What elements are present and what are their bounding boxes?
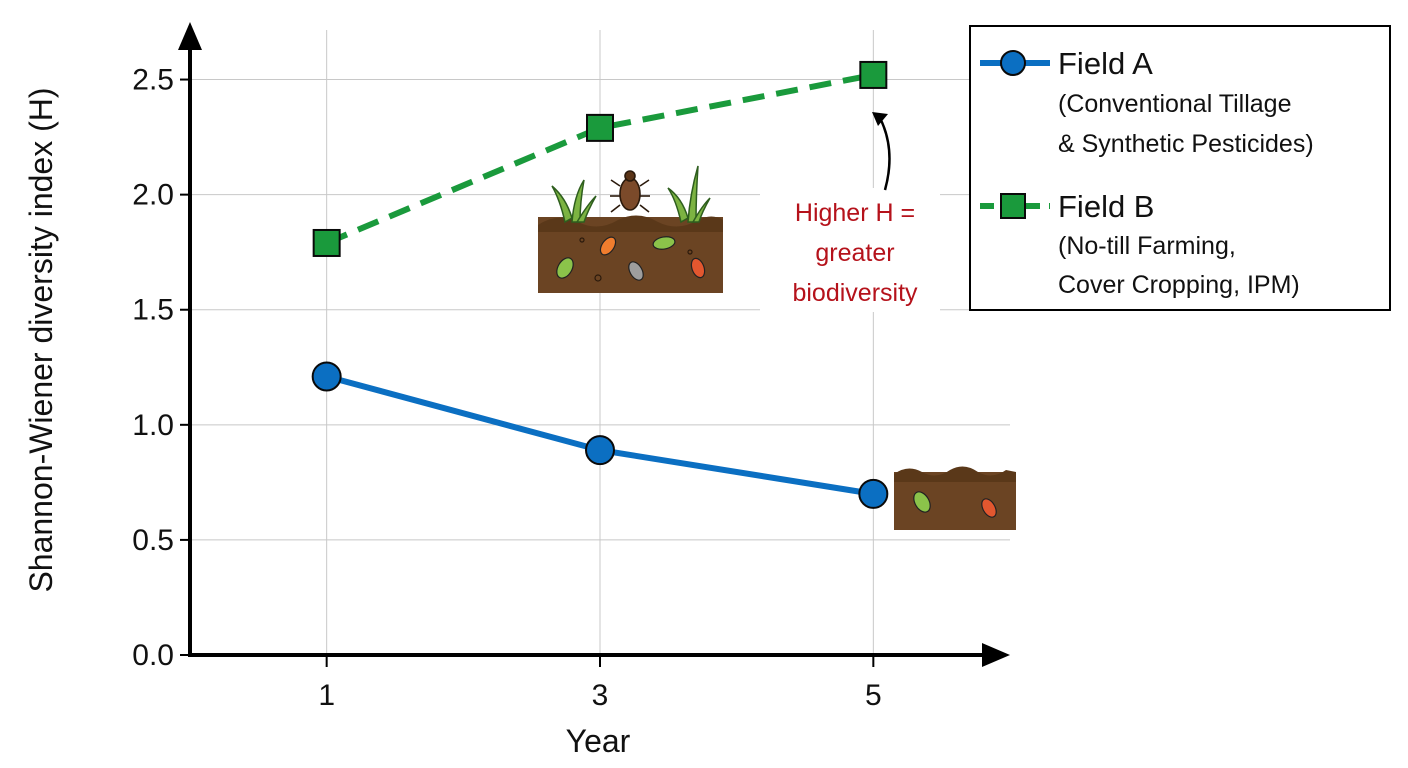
point-field-b-2 — [859, 60, 888, 89]
y-axis-title: Shannon-Wiener diversity index (H) — [23, 87, 59, 592]
x-axis-arrow — [982, 643, 1010, 667]
legend-sub-field-b-1: (No-till Farming, — [1058, 232, 1236, 260]
annotation-arrowhead — [872, 112, 888, 126]
point-field-b-0 — [312, 228, 341, 257]
legend-sub-field-b-2: Cover Cropping, IPM) — [1058, 271, 1300, 299]
axes — [178, 22, 1010, 667]
poor-soil-illustration — [894, 466, 1016, 530]
ticks: 0.0 0.5 1.0 1.5 2.0 2.5 1 3 5 — [132, 64, 881, 712]
annotation: Higher H = greater biodiversity — [760, 112, 940, 312]
y-tick-label-1: 0.5 — [132, 524, 174, 557]
y-tick-label-4: 2.0 — [132, 179, 174, 212]
annotation-arrow — [878, 117, 891, 191]
x-tick-label-0: 1 — [318, 679, 335, 712]
legend-label-field-b: Field B — [1058, 189, 1154, 224]
legend-label-field-a: Field A — [1058, 46, 1153, 81]
series-line-field-b — [325, 71, 874, 246]
x-tick-label-2: 5 — [865, 679, 882, 712]
grid — [190, 30, 1010, 655]
series — [311, 60, 889, 509]
x-tick-label-1: 3 — [592, 679, 609, 712]
point-field-b-1 — [586, 113, 614, 142]
y-tick-label-5: 2.5 — [132, 64, 174, 97]
rich-soil-illustration — [538, 165, 723, 293]
legend-marker-field-a — [1000, 50, 1026, 76]
point-field-a-2 — [858, 478, 889, 509]
legend-sub-field-a-2: & Synthetic Pesticides) — [1058, 130, 1314, 158]
legend-marker-field-b — [1000, 193, 1026, 219]
y-tick-label-2: 1.0 — [132, 409, 174, 442]
legend-box — [969, 25, 1391, 311]
legend-sub-field-a-1: (Conventional Tillage — [1058, 90, 1291, 118]
annotation-line-2: greater — [815, 239, 894, 267]
y-axis-arrow — [178, 22, 202, 50]
y-tick-label-3: 1.5 — [132, 294, 174, 327]
point-field-a-1 — [585, 435, 615, 466]
annotation-line-3: biodiversity — [792, 279, 918, 307]
legend-entry-field-b: Field B (No-till Farming, Cover Cropping… — [980, 189, 1300, 299]
point-field-a-0 — [311, 361, 342, 392]
annotation-line-1: Higher H = — [795, 199, 915, 227]
x-axis-title: Year — [566, 723, 631, 759]
legend-entry-field-a: Field A (Conventional Tillage & Syntheti… — [980, 46, 1314, 158]
y-tick-label-0: 0.0 — [132, 639, 174, 672]
legend: Field A (Conventional Tillage & Syntheti… — [969, 25, 1391, 311]
